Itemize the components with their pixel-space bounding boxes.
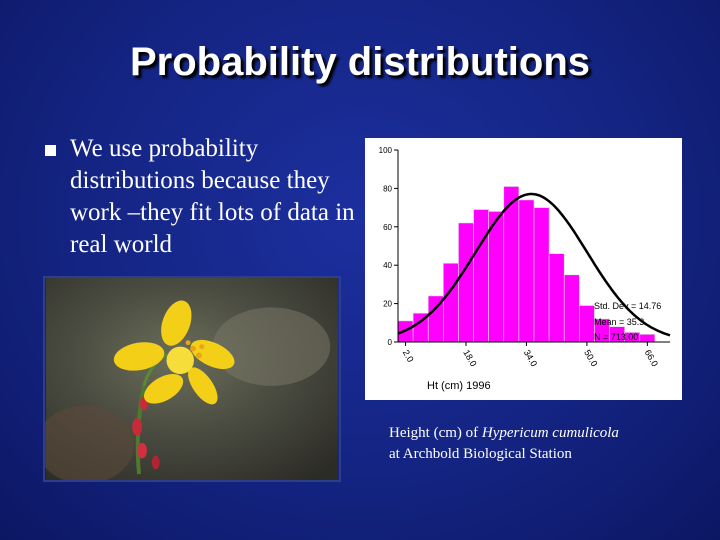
normal-curve bbox=[397, 192, 671, 337]
caption-prefix: Height (cm) of bbox=[389, 425, 482, 441]
y-axis-ticks: 100 80 60 40 20 0 bbox=[379, 146, 398, 347]
x-tick-label: 66.0 bbox=[643, 348, 660, 368]
bullet-square-icon bbox=[45, 145, 56, 156]
y-tick-label: 40 bbox=[383, 261, 392, 270]
x-axis-label: Ht (cm) 1996 bbox=[427, 380, 491, 392]
histogram-bar bbox=[488, 211, 505, 343]
caption-species: Hypericum cumulicola bbox=[481, 425, 619, 441]
histogram-chart: 100 80 60 40 20 0 2.0 18.0 34.0 50.0 66.0 Ht (cm)… bbox=[365, 138, 682, 400]
histogram-bar bbox=[548, 253, 565, 343]
histogram-bar bbox=[563, 274, 580, 343]
y-tick-label: 0 bbox=[388, 338, 393, 347]
y-tick-label: 60 bbox=[383, 223, 392, 232]
histogram-bar bbox=[639, 334, 656, 343]
flower-photo bbox=[43, 276, 341, 482]
y-tick-label: 20 bbox=[383, 300, 392, 309]
bullet-text: We use probability distributions because… bbox=[70, 135, 355, 258]
histogram-bar bbox=[443, 262, 459, 343]
stat-mean: Mean = 35.3 bbox=[594, 317, 644, 327]
histogram-bar bbox=[458, 222, 474, 343]
caption-line2: at Archbold Biological Station bbox=[389, 446, 572, 462]
histogram-bar bbox=[533, 207, 550, 343]
stat-n: N = 713.00 bbox=[594, 332, 638, 342]
x-tick-label: 34.0 bbox=[522, 348, 539, 368]
y-tick-label: 100 bbox=[379, 146, 393, 155]
x-tick-label: 18.0 bbox=[461, 348, 478, 368]
y-tick-label: 80 bbox=[383, 184, 392, 193]
histogram-bar bbox=[579, 305, 595, 343]
histogram-bar bbox=[473, 209, 489, 343]
x-tick-label: 2.0 bbox=[401, 348, 416, 364]
histogram-bar bbox=[518, 199, 535, 343]
slide-title: Probability distributions bbox=[129, 40, 591, 84]
x-tick-label: 50.0 bbox=[582, 348, 599, 368]
stat-std-dev: Std. Dev = 14.76 bbox=[594, 301, 661, 311]
x-axis-ticks: 2.0 18.0 34.0 50.0 66.0 bbox=[401, 342, 660, 368]
figure-caption: Height (cm) of Hypericum cumulicola at A… bbox=[389, 423, 709, 465]
